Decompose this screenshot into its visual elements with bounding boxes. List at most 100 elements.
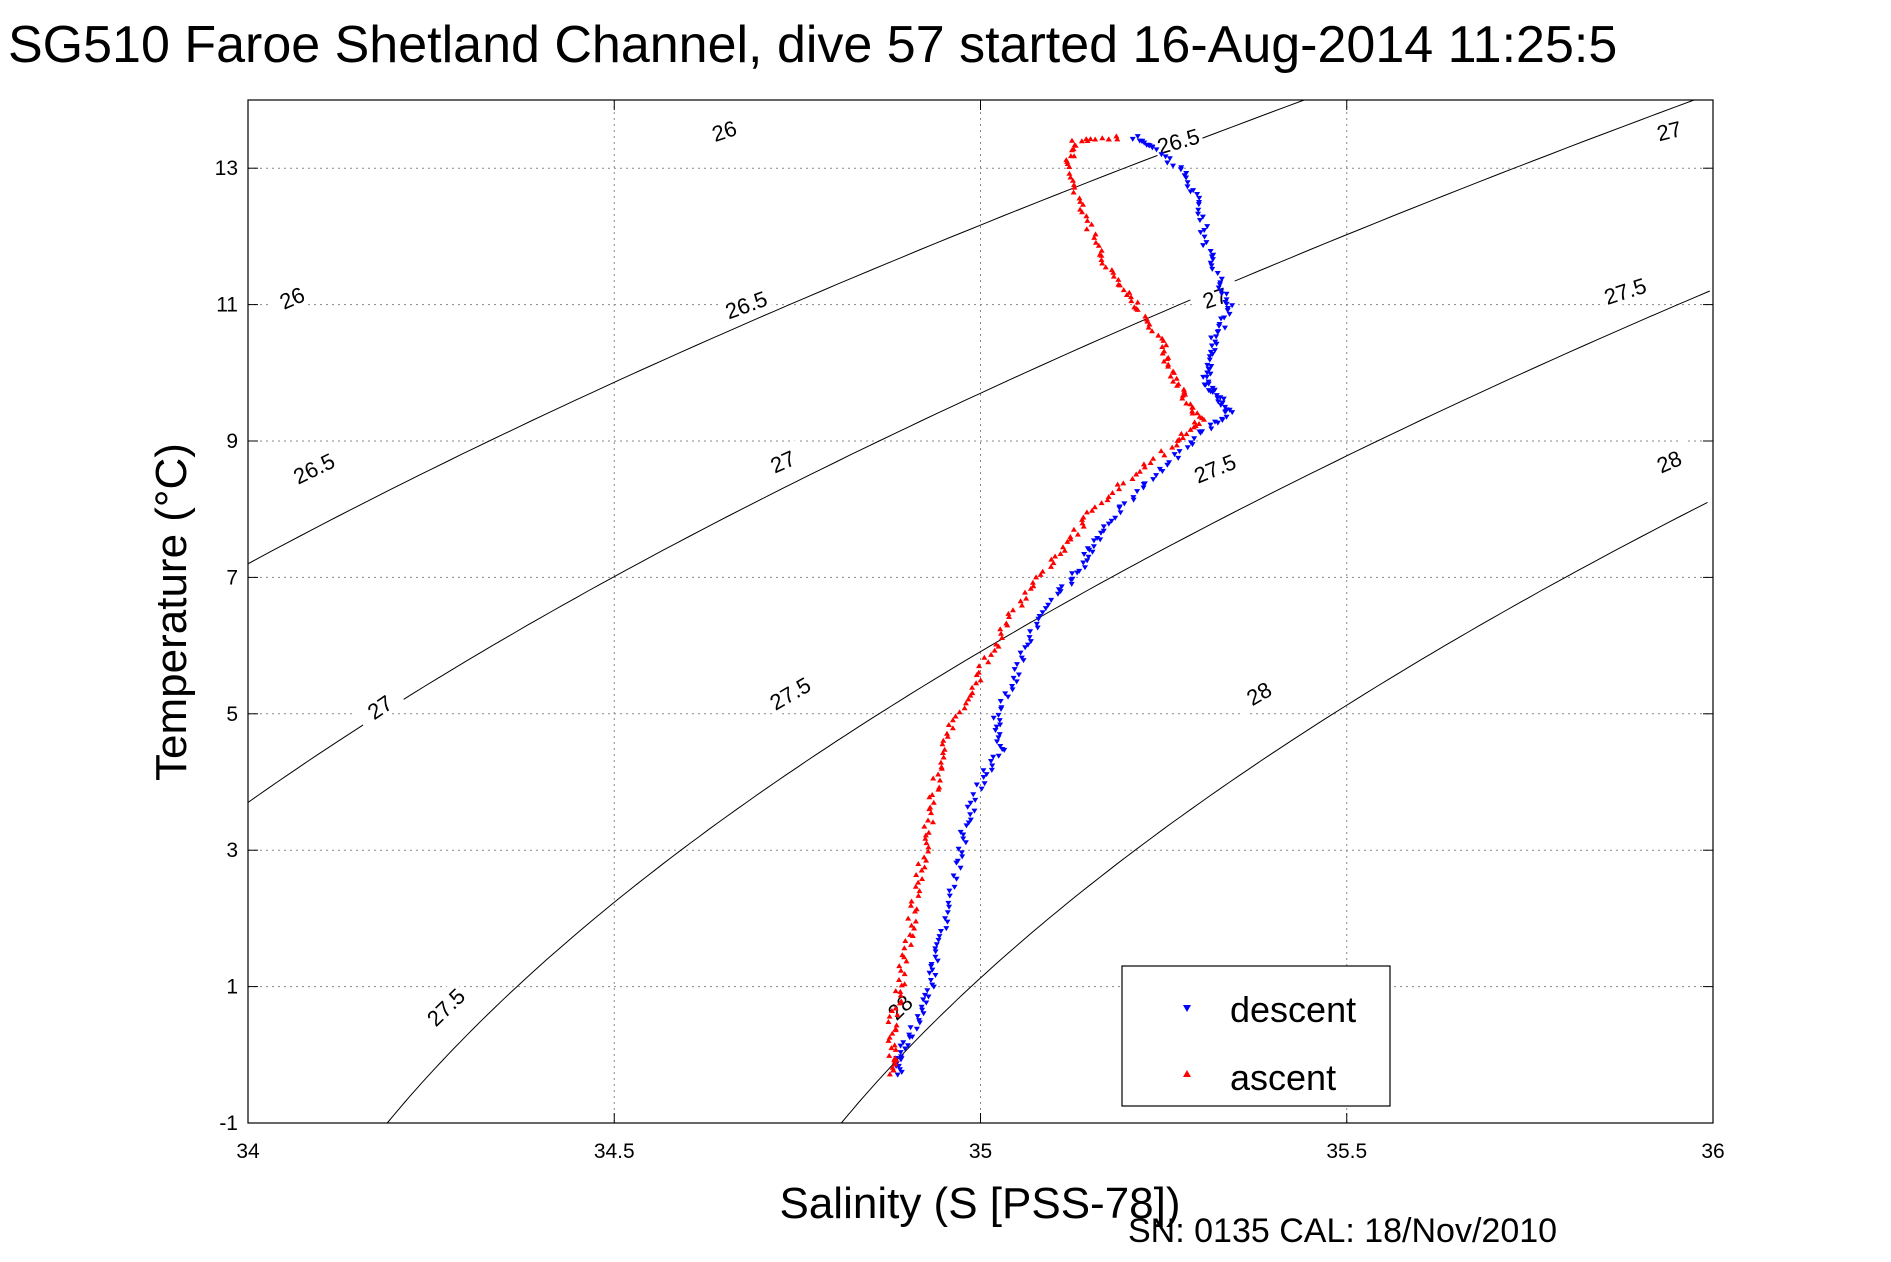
descent-point <box>943 926 950 932</box>
ascent-point <box>969 684 976 690</box>
ascent-point <box>1140 461 1147 467</box>
ascent-point <box>1068 137 1075 143</box>
ascent-point <box>939 749 946 755</box>
descent-point <box>1213 334 1220 340</box>
descent-point <box>1140 482 1147 488</box>
contour-label-bg <box>418 980 472 1033</box>
descent-point <box>1134 134 1141 140</box>
ascent-point <box>1098 500 1105 506</box>
descent-point <box>1195 202 1202 208</box>
descent-point <box>1203 240 1210 246</box>
descent-point <box>1042 606 1049 612</box>
descent-point <box>1196 218 1203 224</box>
contour-label-bg <box>1642 111 1696 149</box>
ascent-point <box>912 908 919 914</box>
ascent-point <box>1189 404 1196 410</box>
ascent-point <box>885 1019 892 1025</box>
ascent-point <box>1027 585 1034 591</box>
descent-point <box>946 888 953 894</box>
ascent-point <box>1129 476 1136 482</box>
ascent-point <box>945 722 952 728</box>
descent-point <box>1223 297 1230 303</box>
descent-point <box>1217 316 1224 322</box>
descent-point <box>1024 642 1031 648</box>
x-tick-label: 36 <box>1701 1140 1724 1163</box>
descent-point <box>1213 341 1220 347</box>
descent-point <box>965 820 972 826</box>
ascent-point <box>1134 306 1141 312</box>
ascent-point <box>1189 410 1196 416</box>
calibration-footer: SN: 0135 CAL: 18/Nov/2010 <box>1128 1212 1557 1250</box>
ascent-point <box>1114 481 1121 487</box>
data-points <box>885 133 1236 1078</box>
ascent-point <box>925 844 932 850</box>
descent-point <box>920 997 927 1003</box>
descent-point <box>897 1043 904 1049</box>
descent-point <box>1214 395 1221 401</box>
descent-point <box>1218 276 1225 282</box>
ascent-point <box>922 835 929 841</box>
ascent-point <box>1180 386 1187 392</box>
ascent-point <box>1189 408 1196 414</box>
descent-point <box>1197 230 1204 236</box>
descent-point <box>933 942 940 948</box>
ascent-point <box>908 922 915 928</box>
chart-title: SG510 Faroe Shetland Channel, dive 57 st… <box>8 16 1617 74</box>
ascent-point <box>1115 276 1122 282</box>
ascent-point <box>912 918 919 924</box>
ascent-point <box>1099 135 1106 141</box>
descent-point <box>1054 591 1061 597</box>
ascent-point <box>1164 355 1171 361</box>
descent-point <box>1100 528 1107 534</box>
ascent-point <box>925 817 932 823</box>
legend: descent ascent <box>1121 965 1391 1107</box>
descent-point <box>971 808 978 814</box>
descent-point <box>960 836 967 842</box>
descent-point <box>904 1043 911 1049</box>
descent-point <box>927 977 934 983</box>
descent-point <box>1221 325 1228 331</box>
ascent-point <box>930 819 937 825</box>
descent-point <box>1068 577 1075 583</box>
descent-point <box>980 768 987 774</box>
ascent-point <box>1092 239 1099 245</box>
ascent-point <box>921 854 928 860</box>
descent-point <box>1171 452 1178 458</box>
descent-point <box>1100 524 1107 530</box>
ascent-point <box>1173 442 1180 448</box>
descent-point <box>1112 515 1119 521</box>
descent-point <box>1034 625 1041 631</box>
ascent-point <box>1099 260 1106 266</box>
descent-point <box>1208 363 1215 369</box>
descent-point <box>1068 581 1075 587</box>
descent-point <box>1166 460 1173 466</box>
descent-point <box>1017 650 1024 656</box>
descent-point <box>1208 343 1215 349</box>
descent-point <box>946 904 953 910</box>
descent-point <box>1010 675 1017 681</box>
descent-point <box>1022 645 1029 651</box>
y-tick-label: 3 <box>226 839 238 862</box>
descent-point <box>1013 679 1020 685</box>
isopycnal-line-27 <box>247 99 1695 803</box>
descent-point <box>997 722 1004 728</box>
descent-point <box>1197 430 1204 436</box>
ascent-point <box>1071 181 1078 187</box>
descent-point <box>920 1011 927 1017</box>
descent-point <box>1175 455 1182 461</box>
ascent-point <box>1174 437 1181 443</box>
descent-point <box>997 744 1004 750</box>
descent-point <box>1218 291 1225 297</box>
descent-point <box>1207 260 1214 266</box>
descent-point <box>1140 485 1147 491</box>
ascent-point <box>889 1030 896 1036</box>
ascent-point <box>1050 560 1057 566</box>
descent-point <box>944 910 951 916</box>
descent-point <box>1013 662 1020 668</box>
ascent-point <box>930 799 937 805</box>
ascent-point <box>925 829 932 835</box>
descent-point <box>1094 536 1101 542</box>
ascent-point <box>1070 526 1077 532</box>
descent-point <box>973 782 980 788</box>
descent-point <box>1183 175 1190 181</box>
